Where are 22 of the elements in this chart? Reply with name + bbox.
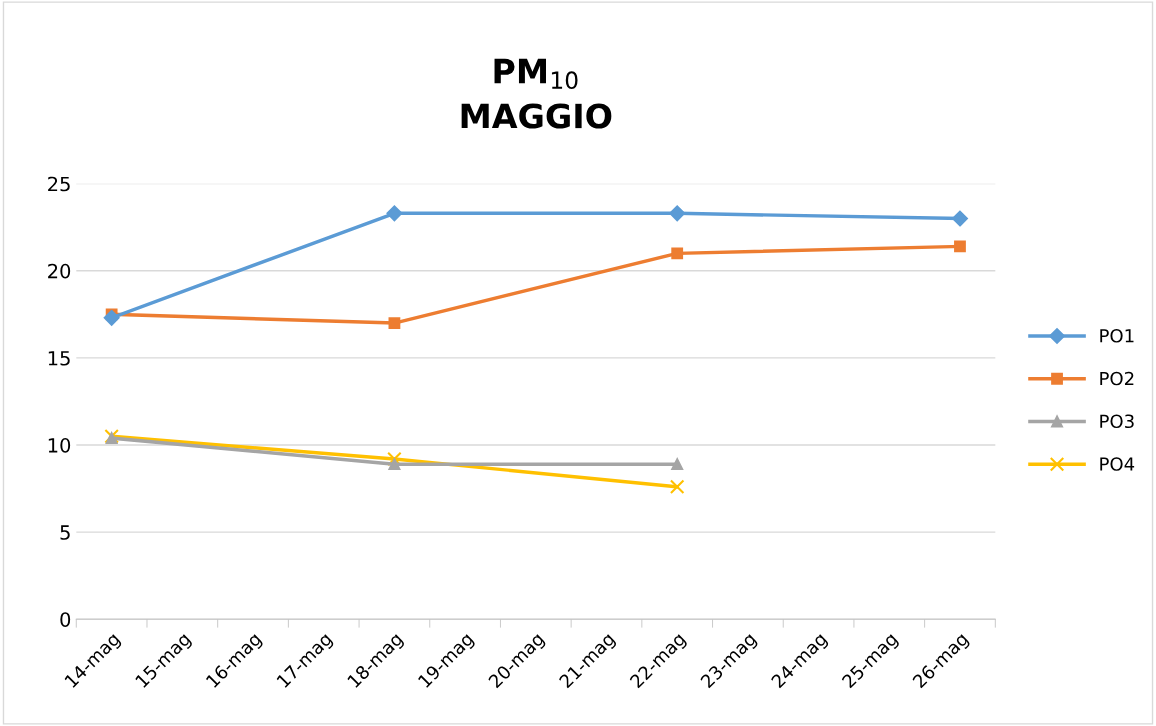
y-tick-label: 15 — [48, 351, 70, 366]
point — [386, 205, 403, 222]
point — [669, 205, 686, 222]
point — [669, 479, 685, 495]
y-tick-label: 5 — [60, 525, 70, 540]
point — [954, 240, 966, 253]
y-tick-label: 25 — [48, 176, 70, 192]
point — [388, 317, 401, 329]
y-tick-label: 10 — [48, 437, 71, 453]
point — [671, 458, 684, 471]
y-tick-label: 0 — [60, 612, 71, 627]
point — [103, 309, 120, 326]
point — [952, 210, 968, 227]
point — [671, 247, 684, 260]
legend-label: PO1 — [1100, 328, 1134, 343]
point — [388, 458, 401, 471]
legend-label: PO4 — [1100, 457, 1135, 471]
point — [387, 451, 402, 467]
legend-label: PO2 — [1100, 371, 1134, 386]
legend-label: PO3 — [1100, 414, 1134, 429]
chart-title: PM$_{10}$ MAGGIO — [461, 58, 612, 129]
y-tick-label: 20 — [48, 263, 71, 279]
